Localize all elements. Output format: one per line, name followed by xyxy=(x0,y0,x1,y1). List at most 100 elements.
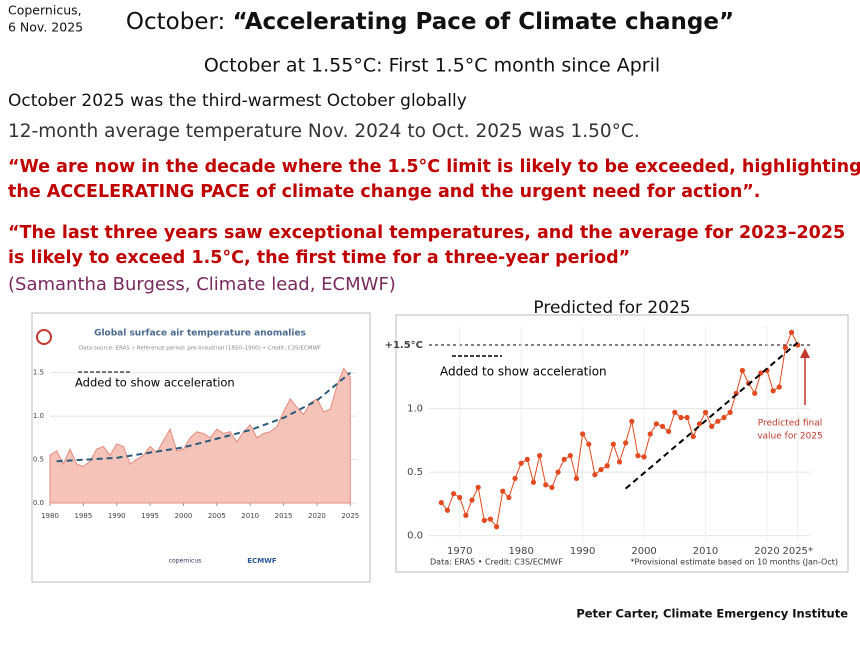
point xyxy=(549,484,555,490)
point xyxy=(653,421,659,427)
point xyxy=(487,516,494,522)
x-tick-label: 1980 xyxy=(41,512,59,520)
point xyxy=(666,428,672,435)
quote-line: “The last three years saw exceptional te… xyxy=(8,223,845,243)
point xyxy=(782,345,789,351)
point xyxy=(444,507,451,513)
right-chart-frame xyxy=(395,314,849,573)
point xyxy=(530,479,537,485)
prediction-note: Predicted final xyxy=(758,419,823,429)
logo: copernicus xyxy=(169,558,202,565)
point xyxy=(555,469,561,475)
point xyxy=(592,472,598,478)
point xyxy=(616,459,623,465)
point xyxy=(475,484,481,490)
subtitle: October at 1.55°C: First 1.5°C month sin… xyxy=(204,55,660,77)
point xyxy=(702,409,709,415)
point xyxy=(500,488,506,494)
point xyxy=(690,433,696,440)
point xyxy=(512,475,518,482)
credit: Peter Carter, Climate Emergency Institut… xyxy=(576,607,848,621)
arrow-head xyxy=(800,348,810,358)
x-tick-label: 2020 xyxy=(308,512,326,520)
x-tick-label: 2000 xyxy=(175,512,193,520)
point xyxy=(709,423,715,429)
point xyxy=(469,497,475,503)
point xyxy=(739,367,746,374)
quote-line: the ACCELERATING PACE of climate change … xyxy=(8,182,760,202)
point: October 2025 was the third-warmest Octob… xyxy=(8,91,467,111)
point xyxy=(450,491,457,497)
y-tick-label: 0.0 xyxy=(33,499,44,507)
x-tick-label: 2020 xyxy=(754,546,779,557)
annotation: Added to show acceleration xyxy=(440,365,607,379)
point xyxy=(481,517,487,524)
chart-subtitle: Data source: ERA5 • Reference period: pr… xyxy=(79,346,321,352)
y-tick-label: 0.5 xyxy=(33,456,44,464)
point xyxy=(463,512,469,518)
point xyxy=(684,414,690,421)
x-tick-label: 1980 xyxy=(508,546,533,557)
logo: ECMWF xyxy=(247,557,277,565)
point xyxy=(598,466,604,473)
point xyxy=(721,414,727,421)
point xyxy=(659,423,666,429)
chart-footnote: *Provisional estimate based on 10 months… xyxy=(630,558,838,567)
point xyxy=(438,500,444,506)
point xyxy=(567,453,573,459)
point: 12-month average temperature Nov. 2024 t… xyxy=(8,121,640,142)
fit-curve xyxy=(56,371,351,463)
x-tick-label: 1990 xyxy=(108,512,126,520)
point xyxy=(586,441,592,447)
x-tick-label: 2000 xyxy=(631,546,656,557)
point xyxy=(506,494,512,501)
x-tick-label: 2010 xyxy=(693,546,718,557)
prediction-heading: Predicted for 2025 xyxy=(533,298,690,318)
point xyxy=(580,431,586,437)
point xyxy=(678,414,684,421)
x-tick-label: 2025* xyxy=(782,546,812,557)
point xyxy=(623,440,629,446)
quote-line: “We are now in the decade where the 1.5°… xyxy=(8,157,860,177)
x-tick-label: 2025 xyxy=(341,512,359,520)
y-tick-label: 1.5 xyxy=(33,369,44,377)
point xyxy=(604,463,610,469)
x-tick-label: 2005 xyxy=(208,512,226,520)
chart-source: Data: ERA5 • Credit: C3S/ECMWF xyxy=(430,558,563,567)
title-emphasis: “Accelerating Pace of Climate change” xyxy=(233,9,735,35)
x-tick-label: 2010 xyxy=(241,512,259,520)
chart-title: Global surface air temperature anomalies xyxy=(94,329,306,339)
x-tick-label: 2015 xyxy=(275,512,293,520)
point xyxy=(610,441,616,447)
prediction-note: value for 2025 xyxy=(757,432,823,442)
y-tick-label: +1.5°C xyxy=(385,340,423,351)
trend-line xyxy=(624,341,799,490)
point xyxy=(641,454,647,460)
point xyxy=(696,421,702,427)
y-tick-label: 1.0 xyxy=(407,404,423,415)
point xyxy=(457,494,463,501)
point xyxy=(727,409,733,415)
quote-line: is likely to exceed 1.5°C, the first tim… xyxy=(8,248,630,268)
attribution: (Samantha Burgess, Climate lead, ECMWF) xyxy=(8,274,396,295)
point xyxy=(672,409,678,415)
y-tick-label: 1.0 xyxy=(33,412,44,420)
x-tick-label: 1970 xyxy=(447,546,472,557)
source-line: 6 Nov. 2025 xyxy=(8,20,83,35)
point xyxy=(524,456,530,463)
x-tick-label: 1990 xyxy=(570,546,595,557)
y-tick-label: 0.0 xyxy=(407,531,423,542)
title-prefix: October: xyxy=(126,9,233,35)
source-line: Copernicus, xyxy=(8,3,82,18)
logo-icon xyxy=(36,329,52,345)
point xyxy=(493,524,500,530)
point xyxy=(518,460,524,466)
point xyxy=(543,482,549,488)
point xyxy=(770,388,776,394)
point xyxy=(752,390,758,396)
point xyxy=(647,431,653,437)
point xyxy=(629,418,635,424)
point xyxy=(715,418,721,424)
point xyxy=(635,453,641,459)
